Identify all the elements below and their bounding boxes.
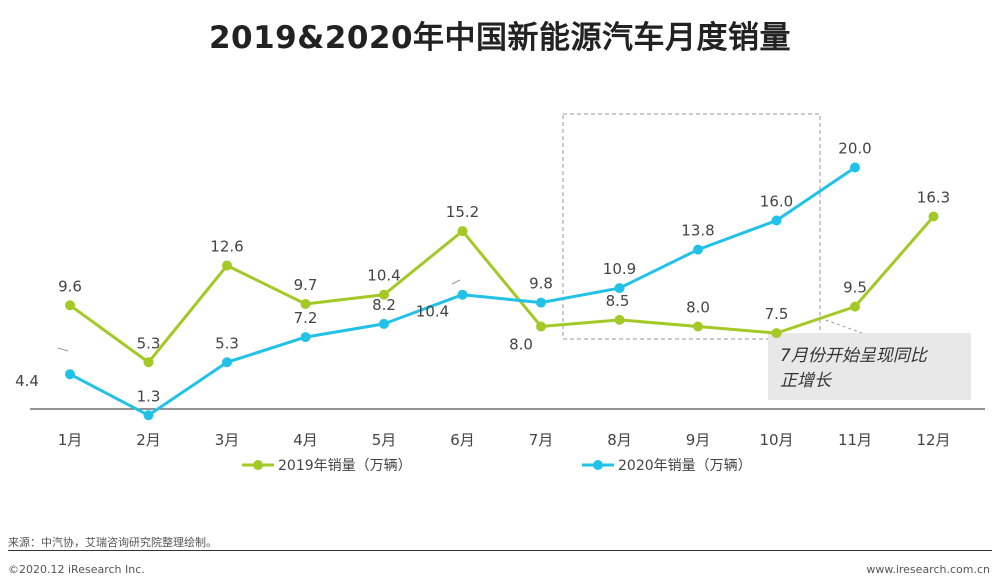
x-tick-label: 4月 xyxy=(293,431,318,449)
x-tick-label: 2月 xyxy=(136,431,161,449)
footer-divider xyxy=(8,550,992,551)
data-label: 16.0 xyxy=(760,193,793,211)
data-point xyxy=(614,283,625,294)
data-point xyxy=(143,357,154,368)
x-tick-label: 3月 xyxy=(215,431,240,449)
data-label: 1.3 xyxy=(137,387,161,405)
data-label: 12.6 xyxy=(210,238,243,256)
data-point xyxy=(457,226,468,237)
chart-title: 2019&2020年中国新能源汽车月度销量 xyxy=(208,20,792,56)
legend-label: 2020年销量（万辆） xyxy=(618,458,752,474)
data-label: 4.4 xyxy=(15,372,39,390)
data-label: 10.4 xyxy=(367,267,400,285)
data-label: 8.2 xyxy=(372,296,396,314)
x-tick-label: 5月 xyxy=(372,431,397,449)
data-point xyxy=(143,410,154,421)
annotation-text-line-2: 正增长 xyxy=(780,371,832,391)
data-point xyxy=(850,162,860,173)
data-label: 9.8 xyxy=(529,275,553,293)
website-text: www.iresearch.com.cn xyxy=(866,563,990,576)
annotation-box xyxy=(768,333,971,400)
data-point xyxy=(614,314,625,325)
data-point xyxy=(771,328,782,339)
data-label: 15.2 xyxy=(446,203,479,221)
x-tick-label: 1月 xyxy=(58,431,83,449)
data-point xyxy=(300,298,311,309)
data-label: 8.0 xyxy=(686,299,710,317)
data-point xyxy=(536,297,546,308)
x-tick-label: 11月 xyxy=(838,431,872,449)
data-point xyxy=(300,332,311,343)
data-point xyxy=(771,215,782,226)
data-point xyxy=(379,318,389,329)
data-point xyxy=(536,321,546,332)
data-label: 10.9 xyxy=(603,260,636,278)
data-point xyxy=(65,300,75,311)
data-label: 8.0 xyxy=(509,336,533,354)
data-label: 5.3 xyxy=(215,334,239,352)
data-point xyxy=(222,260,232,271)
data-label: 9.6 xyxy=(58,277,82,295)
legend-swatch-marker xyxy=(253,460,263,470)
copyright-text: ©2020.12 iResearch Inc. xyxy=(8,563,145,576)
data-label: 7.2 xyxy=(294,309,318,327)
data-point xyxy=(65,369,75,380)
data-label: 8.5 xyxy=(606,292,630,310)
data-point xyxy=(693,244,703,255)
annotation-text-line-1: 7月份开始呈现同比 xyxy=(780,346,929,366)
data-point xyxy=(222,357,232,368)
x-tick-label: 10月 xyxy=(759,431,793,449)
data-label: 20.0 xyxy=(838,140,871,158)
highlight-box xyxy=(562,113,821,340)
x-tick-label: 9月 xyxy=(686,431,711,449)
x-tick-label: 12月 xyxy=(916,431,950,449)
data-label: 13.8 xyxy=(681,222,714,240)
data-point xyxy=(928,211,939,222)
data-label: 9.7 xyxy=(294,276,318,294)
data-label: 9.5 xyxy=(843,279,867,297)
data-label: 16.3 xyxy=(917,189,950,207)
x-tick-label: 7月 xyxy=(529,431,554,449)
data-point xyxy=(457,289,468,300)
data-label: 10.4 xyxy=(416,303,449,321)
legend-swatch-marker xyxy=(593,460,603,470)
legend-label: 2019年销量（万辆） xyxy=(278,458,412,474)
data-point xyxy=(850,301,860,312)
series-line-1 xyxy=(69,215,935,365)
data-point xyxy=(693,321,703,332)
label-leader xyxy=(57,347,69,352)
data-label: 5.3 xyxy=(137,334,161,352)
data-point xyxy=(379,289,389,300)
source-note: 来源：中汽协，艾瑞咨询研究院整理绘制。 xyxy=(8,536,217,549)
label-leader xyxy=(451,279,461,285)
annotation-leader xyxy=(819,317,863,334)
x-tick-label: 6月 xyxy=(450,431,475,449)
x-tick-label: 8月 xyxy=(607,431,632,449)
data-label: 7.5 xyxy=(765,305,789,323)
